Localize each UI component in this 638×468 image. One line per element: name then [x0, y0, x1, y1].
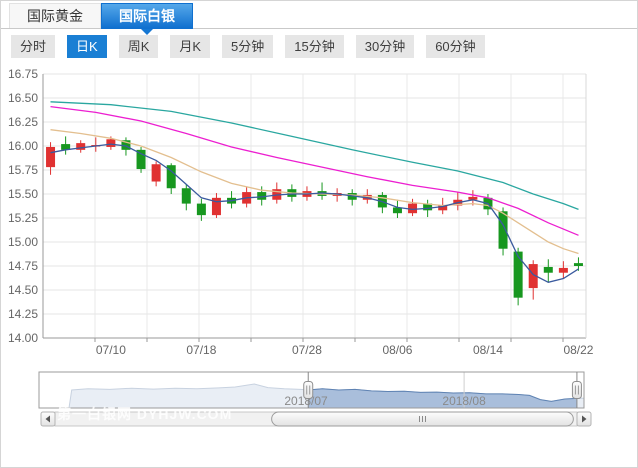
y-axis-label: 15.75 — [8, 163, 38, 177]
navigator-month-label: 2018/08 — [442, 394, 486, 408]
y-axis-label: 16.75 — [8, 67, 38, 81]
candle-down — [181, 188, 191, 204]
y-axis-label: 16.50 — [8, 91, 38, 105]
candle-up — [528, 264, 538, 289]
candle-down — [121, 140, 131, 150]
y-axis-label: 16.00 — [8, 139, 38, 153]
candle-up — [46, 146, 56, 168]
candle-up — [151, 164, 161, 182]
y-axis-label: 15.25 — [8, 211, 38, 225]
period-week-k[interactable]: 周K — [118, 35, 159, 58]
period-daily-k[interactable]: 日K — [67, 35, 107, 58]
navigator-month-label: 2018/07 — [284, 394, 328, 408]
x-axis-label: 08/22 — [563, 343, 593, 357]
tab-intl-gold[interactable]: 国际黄金 — [9, 3, 101, 28]
candle-up — [408, 203, 418, 214]
navigator-border — [38, 371, 585, 409]
x-axis-label: 08/06 — [382, 343, 412, 357]
tabbar: 国际黄金 国际白银 — [1, 1, 637, 35]
candle-up — [438, 205, 448, 211]
candle-down — [166, 165, 176, 189]
candle-down — [196, 203, 206, 216]
candle-up — [106, 139, 116, 147]
candle-down — [513, 251, 523, 298]
y-axis-label: 14.00 — [8, 331, 38, 345]
y-axis-label: 14.50 — [8, 283, 38, 297]
ma-line-teal — [50, 101, 579, 211]
y-axis-label: 16.25 — [8, 115, 38, 129]
candle-down — [136, 149, 146, 170]
left-arrow-icon — [45, 415, 50, 423]
y-axis-label: 14.25 — [8, 307, 38, 321]
period-5min[interactable]: 5分钟 — [222, 35, 274, 58]
tab-intl-silver[interactable]: 国际白银 — [101, 3, 193, 35]
candle-down — [543, 266, 553, 273]
candle-down — [423, 203, 433, 211]
navigator-left-handle[interactable] — [303, 381, 314, 399]
y-axis-label: 14.75 — [8, 259, 38, 273]
right-arrow-icon — [582, 415, 587, 423]
candle-down — [573, 263, 583, 266]
period-month-k[interactable]: 月K — [170, 35, 211, 58]
y-axis-label: 15.50 — [8, 187, 38, 201]
period-30min[interactable]: 30分钟 — [355, 35, 415, 58]
y-axis-label: 15.00 — [8, 235, 38, 249]
candle-up — [468, 196, 478, 200]
x-axis-label: 07/10 — [96, 343, 126, 357]
candle-up — [558, 267, 568, 273]
candle-up — [211, 197, 221, 216]
x-axis-label: 08/14 — [473, 343, 503, 357]
ma-line-magenta — [50, 105, 579, 236]
candle-up — [76, 143, 86, 150]
period-fenshi[interactable]: 分时 — [11, 35, 56, 58]
active-tab-notch — [141, 29, 153, 35]
navigator-right-handle[interactable] — [571, 381, 582, 399]
period-toolbar: 分时 日K 周K 月K 5分钟 15分钟 30分钟 60分钟 — [11, 35, 485, 58]
ma-line-navy — [50, 143, 579, 283]
candle-down — [392, 207, 402, 214]
candle-down — [498, 211, 508, 249]
ma-line-orange — [50, 129, 579, 255]
candle-down — [257, 192, 267, 200]
period-15min[interactable]: 15分钟 — [285, 35, 344, 58]
x-axis-label: 07/18 — [186, 343, 216, 357]
x-axis-label: 07/28 — [292, 343, 322, 357]
candle-down — [61, 144, 71, 150]
period-60min[interactable]: 60分钟 — [426, 35, 485, 58]
navigator-series-selected — [308, 388, 577, 408]
